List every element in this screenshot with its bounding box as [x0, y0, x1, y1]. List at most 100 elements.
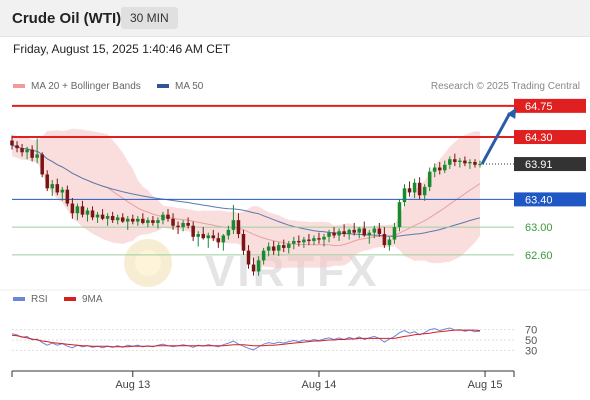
candle [417, 177, 422, 200]
candle [90, 206, 95, 221]
level-label-box [514, 192, 586, 207]
candle [241, 229, 246, 255]
candle [146, 217, 150, 228]
timeframe-badge[interactable]: 30 MIN [121, 7, 178, 29]
candle [392, 222, 397, 244]
candle-body [226, 229, 231, 236]
candle-body [352, 229, 356, 233]
candle-body [251, 264, 256, 272]
candle-body [65, 189, 70, 204]
candle [327, 229, 331, 243]
candle [105, 213, 110, 226]
level-label: 64.30 [525, 132, 553, 144]
candle-body [281, 245, 286, 248]
candle [60, 186, 65, 201]
rsi-level-label: 30 [525, 345, 537, 357]
candle [20, 143, 24, 157]
candle-body [432, 167, 437, 172]
candle-body [382, 234, 387, 246]
candle [115, 214, 120, 225]
candle-body [105, 216, 110, 219]
bollinger-band [12, 128, 480, 269]
ma50-line [11, 144, 481, 237]
candle [100, 209, 105, 221]
legend-ma50: MA 50 [157, 81, 203, 92]
price-level-target: 63.00 [12, 222, 553, 234]
candle [297, 235, 301, 247]
candle [468, 159, 472, 169]
candle [136, 216, 140, 226]
candle [246, 245, 251, 269]
candle-body [191, 225, 195, 237]
candle-body [322, 236, 326, 240]
candle-body [55, 184, 60, 193]
candle-body [402, 188, 407, 203]
candle-body [271, 246, 276, 251]
candle [221, 234, 226, 251]
candle-body [146, 220, 150, 223]
candle [362, 221, 367, 237]
candle-body [231, 220, 236, 230]
candle-body [115, 217, 120, 221]
candle [372, 225, 377, 239]
candle [70, 198, 75, 219]
candle [453, 153, 457, 167]
candle-body [292, 240, 296, 244]
candle [443, 160, 447, 174]
candle [322, 234, 326, 247]
price-level-support: 63.40 [12, 192, 586, 207]
page-title: Crude Oil (WTI) [12, 10, 122, 27]
rsi-level-label: 70 [525, 325, 537, 337]
candle-body [186, 222, 190, 226]
candle-body [458, 160, 462, 162]
x-axis-label: Aug 15 [468, 379, 503, 391]
candle [448, 156, 452, 169]
candle [181, 220, 185, 232]
candle [382, 227, 387, 248]
candle [226, 225, 231, 240]
candle [402, 184, 407, 207]
candle [307, 234, 311, 246]
candle-body [181, 222, 185, 228]
legend-rsi-swatch [13, 297, 25, 302]
x-axis-label: Aug 14 [302, 379, 337, 391]
candle-body [141, 218, 145, 223]
candle-body [473, 161, 477, 165]
candle-body [241, 234, 246, 251]
candle-body [136, 218, 140, 222]
candle-body [377, 228, 382, 235]
candle-body [10, 140, 14, 146]
legend-rsi-label: RSI [31, 294, 48, 305]
candle [10, 135, 14, 150]
candle [478, 160, 482, 168]
level-label: 62.60 [525, 250, 553, 262]
candle [65, 185, 70, 207]
candle-body [206, 235, 211, 239]
candle [407, 181, 412, 197]
projection-arrow [480, 107, 516, 165]
level-label: 63.00 [525, 222, 553, 234]
candle-body [412, 182, 417, 193]
candle [120, 213, 125, 223]
candle [352, 222, 356, 236]
price-level-current: 63.91 [483, 157, 586, 172]
candle [25, 146, 29, 160]
candle [216, 232, 221, 248]
candle-body [95, 214, 100, 218]
candle [337, 228, 341, 241]
level-label: 63.91 [525, 159, 553, 171]
watermark-logo-inner [135, 250, 161, 276]
level-label-box [514, 157, 586, 172]
legend-ma50-label: MA 50 [175, 81, 204, 92]
candle-body [221, 235, 226, 243]
datetime-text: Friday, August 15, 2025 1:40:46 AM CET [13, 42, 231, 56]
candle-body [256, 260, 261, 272]
candle [211, 229, 216, 241]
candle [387, 236, 392, 251]
candle-body [307, 239, 311, 241]
candle-body [332, 232, 336, 236]
candle-body [201, 234, 205, 239]
candle-body [156, 220, 160, 223]
candle-body [25, 149, 29, 153]
candle [271, 240, 276, 255]
